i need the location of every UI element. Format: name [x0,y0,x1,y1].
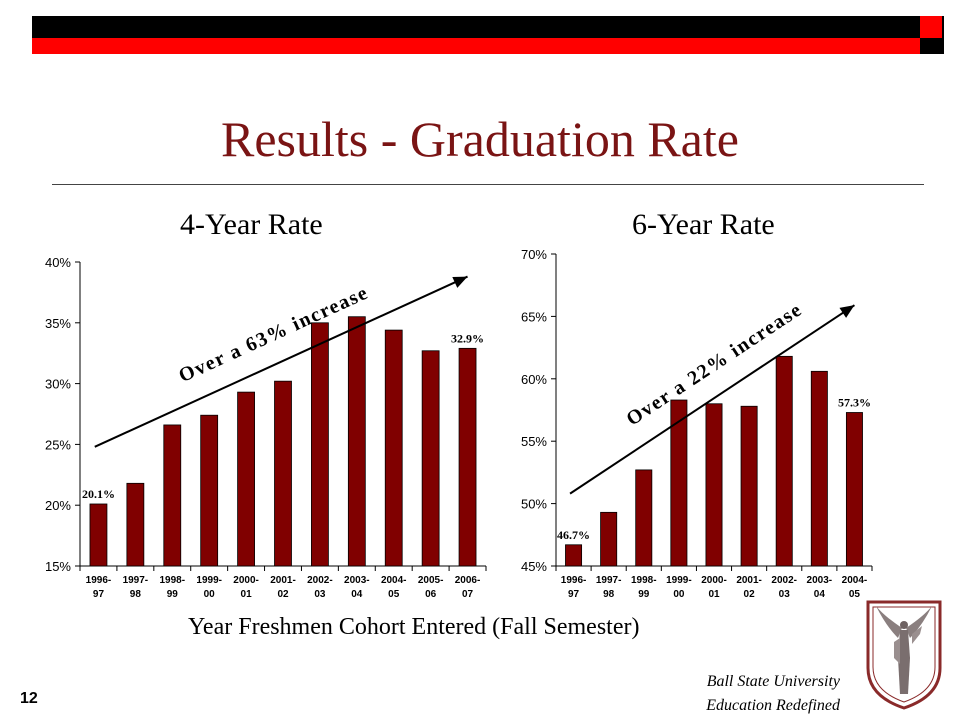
slide-title: Results - Graduation Rate [221,111,739,167]
chart-4yr-category-label-line2: 03 [314,589,326,600]
chart-6yr-category-label-line2: 04 [814,589,826,600]
chart-4yr-bar [274,380,292,567]
footer-line-tagline: Education Redefined [706,697,840,714]
chart-4yr-bar [200,414,219,567]
chart-6yr-category-label-line1: 2004- [842,575,868,586]
chart-6yr-category-label-line2: 02 [744,589,756,600]
chart-4yr-data-label: 32.9% [451,331,484,345]
chart-4yr-bar [311,322,329,567]
chart-title-4-year: 4-Year Rate [180,208,323,241]
chart-6yr-bar [740,405,758,567]
chart-4yr-y-tick-label: 25% [45,437,71,452]
chart-4yr-trend-arrow-head [452,276,468,288]
chart-6yr-y-tick-label: 45% [521,559,547,574]
chart-4yr-bar [384,329,403,567]
chart-4yr-category-label-line1: 1998- [159,575,185,586]
chart-6yr-bar [565,544,583,567]
chart-4yr-category-label-line2: 01 [241,589,253,600]
chart-6yr-bar [845,412,863,567]
chart-4-year-rate: 15% 20% 25% 30% 35% 40% 1996- 97 1997- 98 1998- 99 1… [45,255,487,600]
chart-6yr-category-label-line1: 2003- [807,575,833,586]
chart-6yr-category-label-line2: 99 [638,589,650,600]
chart-6yr-bar [810,370,828,567]
chart-4yr-category-label-line2: 04 [351,589,363,600]
chart-6yr-y-tick-label: 60% [521,372,547,387]
chart-4yr-category-label-line2: 02 [277,589,289,600]
chart-4yr-category-label-line1: 2002- [307,575,333,586]
chart-6yr-data-label: 57.3% [838,395,871,409]
chart-6yr-category-label-line2: 01 [708,589,720,600]
chart-4yr-category-label-line1: 2006- [455,575,481,586]
chart-6yr-y-tick-label: 55% [521,434,547,449]
chart-6yr-y-tick-label: 50% [521,497,547,512]
chart-4yr-category-label-line1: 1996- [86,575,112,586]
chart-4yr-category-label-line1: 2004- [381,575,407,586]
chart-6yr-bar [775,355,793,567]
ball-state-beneficence-logo-icon [866,600,942,710]
chart-6yr-category-label-line1: 1996- [561,575,587,586]
chart-4yr-category-label-line1: 2001- [270,575,296,586]
footer-branding: Ball State University Education Redefine… [600,670,840,718]
chart-6yr-category-label-line1: 1998- [631,575,657,586]
chart-6yr-category-label-line1: 2002- [771,575,797,586]
chart-4yr-data-label: 20.1% [82,487,115,501]
title-divider [52,184,924,185]
chart-4yr-category-label-line2: 97 [93,589,105,600]
chart-4yr-y-tick-label: 35% [45,316,71,331]
chart-4yr-bar [237,391,255,567]
chart-4yr-category-label-line1: 2005- [418,575,444,586]
chart-4yr-bar [89,503,108,567]
chart-6yr-bar [705,403,723,567]
chart-4yr-bar [347,316,366,567]
chart-6yr-y-tick-label: 70% [521,247,547,262]
chart-4yr-bar [126,482,145,567]
chart-6yr-trend-arrow-line [569,304,855,495]
chart-6yr-trend-arrow-head [839,305,855,318]
chart-4yr-bar [458,347,477,567]
chart-6yr-y-tick-label: 65% [521,309,547,324]
chart-4yr-category-label-line2: 06 [425,589,437,600]
header-red-band [32,38,920,54]
chart-6yr-category-label-line1: 1999- [666,575,692,586]
chart-4yr-category-label-line2: 05 [388,589,400,600]
chart-6yr-category-label-line2: 03 [779,589,791,600]
page-number: 12 [20,690,38,707]
chart-4yr-category-label-line2: 07 [462,589,474,600]
header-black-band [32,16,944,38]
footer-line-university: Ball State University [706,673,840,690]
chart-4yr-category-label-line2: 99 [167,589,179,600]
chart-6yr-data-label: 46.7% [557,528,590,542]
chart-4yr-y-tick-label: 40% [45,255,71,270]
chart-6yr-category-label-line2: 98 [603,589,615,600]
chart-4yr-category-label-line1: 2003- [344,575,370,586]
chart-4yr-category-label-line2: 00 [204,589,216,600]
chart-6yr-category-label-line2: 05 [849,589,861,600]
header-black-corner [920,38,944,54]
chart-6yr-bar [670,399,688,567]
chart-4yr-bar [421,350,440,567]
chart-6yr-category-label-line1: 2001- [736,575,762,586]
chart-4yr-bar [163,424,182,567]
chart-6yr-category-label-line2: 97 [568,589,580,600]
chart-4yr-category-label-line2: 98 [130,589,142,600]
chart-4yr-y-tick-label: 20% [45,498,71,513]
chart-4yr-y-tick-label: 15% [45,559,71,574]
chart-6-year-rate: 45% 50% 55% 60% 65% 70% 1996- 97 1997- 98 1998- 99 1… [521,247,873,600]
chart-title-6-year: 6-Year Rate [632,208,775,241]
chart-4yr-category-label-line1: 2000- [233,575,259,586]
chart-6yr-bar [635,469,653,567]
chart-6yr-bar [600,511,618,567]
header-red-corner [920,16,942,38]
x-axis-caption: Year Freshmen Cohort Entered (Fall Semes… [188,614,640,640]
chart-6yr-category-label-line1: 1997- [596,575,622,586]
chart-4yr-y-tick-label: 30% [45,377,71,392]
chart-4yr-category-label-line1: 1999- [196,575,222,586]
chart-4yr-category-label-line1: 1997- [123,575,149,586]
chart-6yr-category-label-line2: 00 [673,589,685,600]
chart-6yr-category-label-line1: 2000- [701,575,727,586]
chart-4yr-trend-arrow-line [94,275,468,448]
